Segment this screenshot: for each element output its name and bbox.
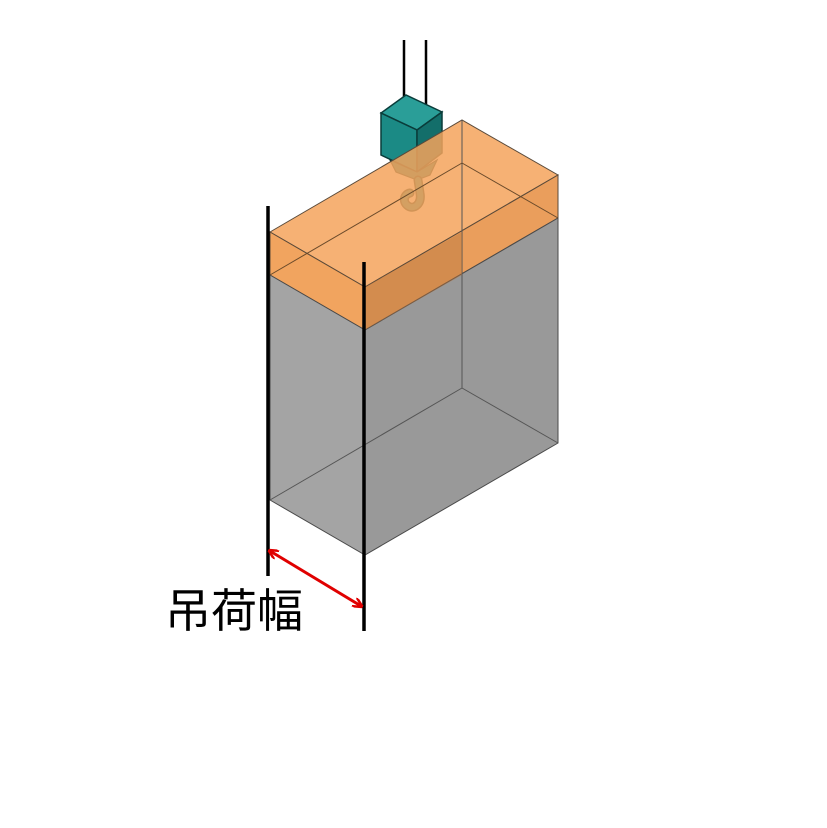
load-width-label: 吊荷幅 xyxy=(165,584,303,638)
suspended-load xyxy=(269,119,560,556)
double-headed-arrow-icon xyxy=(270,551,361,606)
